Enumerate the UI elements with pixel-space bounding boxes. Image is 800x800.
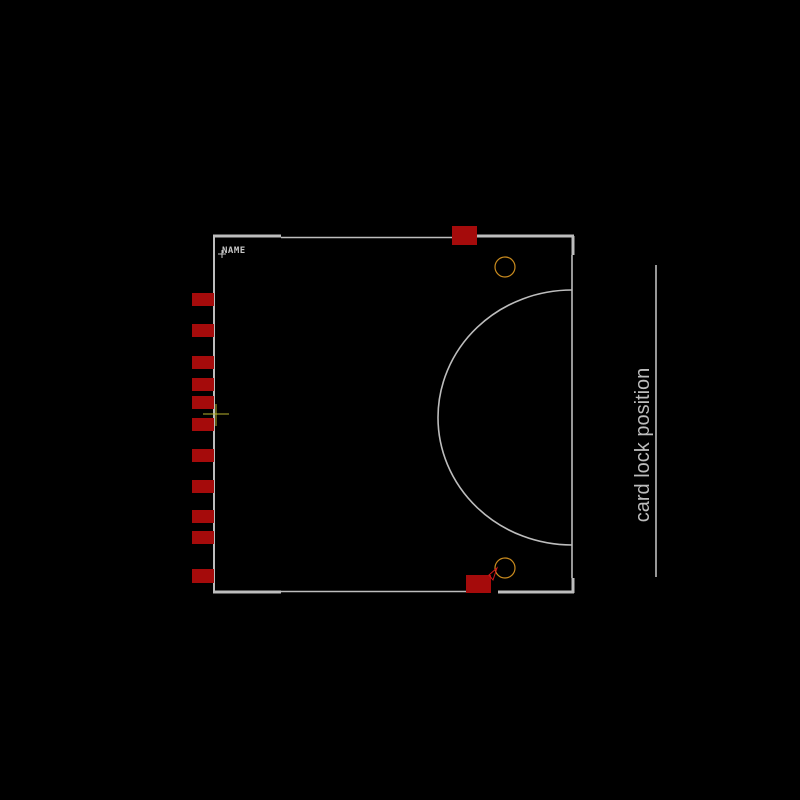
name-label: NAME: [222, 246, 246, 256]
name-anchor-cross: [218, 250, 226, 258]
pad-left-8: [192, 480, 214, 493]
pad-left-11: [192, 569, 214, 583]
pad-bottom: [466, 575, 491, 593]
pad-left-10: [192, 531, 214, 544]
pad-top: [452, 226, 477, 245]
insertion-arrow-icon: [488, 566, 499, 582]
pad-left-6: [192, 418, 214, 431]
pad-left-2: [192, 324, 214, 337]
pad-left-3: [192, 356, 214, 369]
card-lock-position-label: card lock position: [632, 368, 654, 523]
card-eject-arc: [437, 289, 573, 546]
pad-left-4: [192, 378, 214, 391]
mounting-hole-bottom: [494, 557, 516, 579]
pad-left-5: [192, 396, 214, 409]
pad-left-1: [192, 293, 214, 306]
pads: [192, 226, 491, 593]
pad-left-9: [192, 510, 214, 523]
origin-marker: [203, 404, 229, 426]
pad-left-7: [192, 449, 214, 462]
mounting-hole-top: [494, 256, 516, 278]
